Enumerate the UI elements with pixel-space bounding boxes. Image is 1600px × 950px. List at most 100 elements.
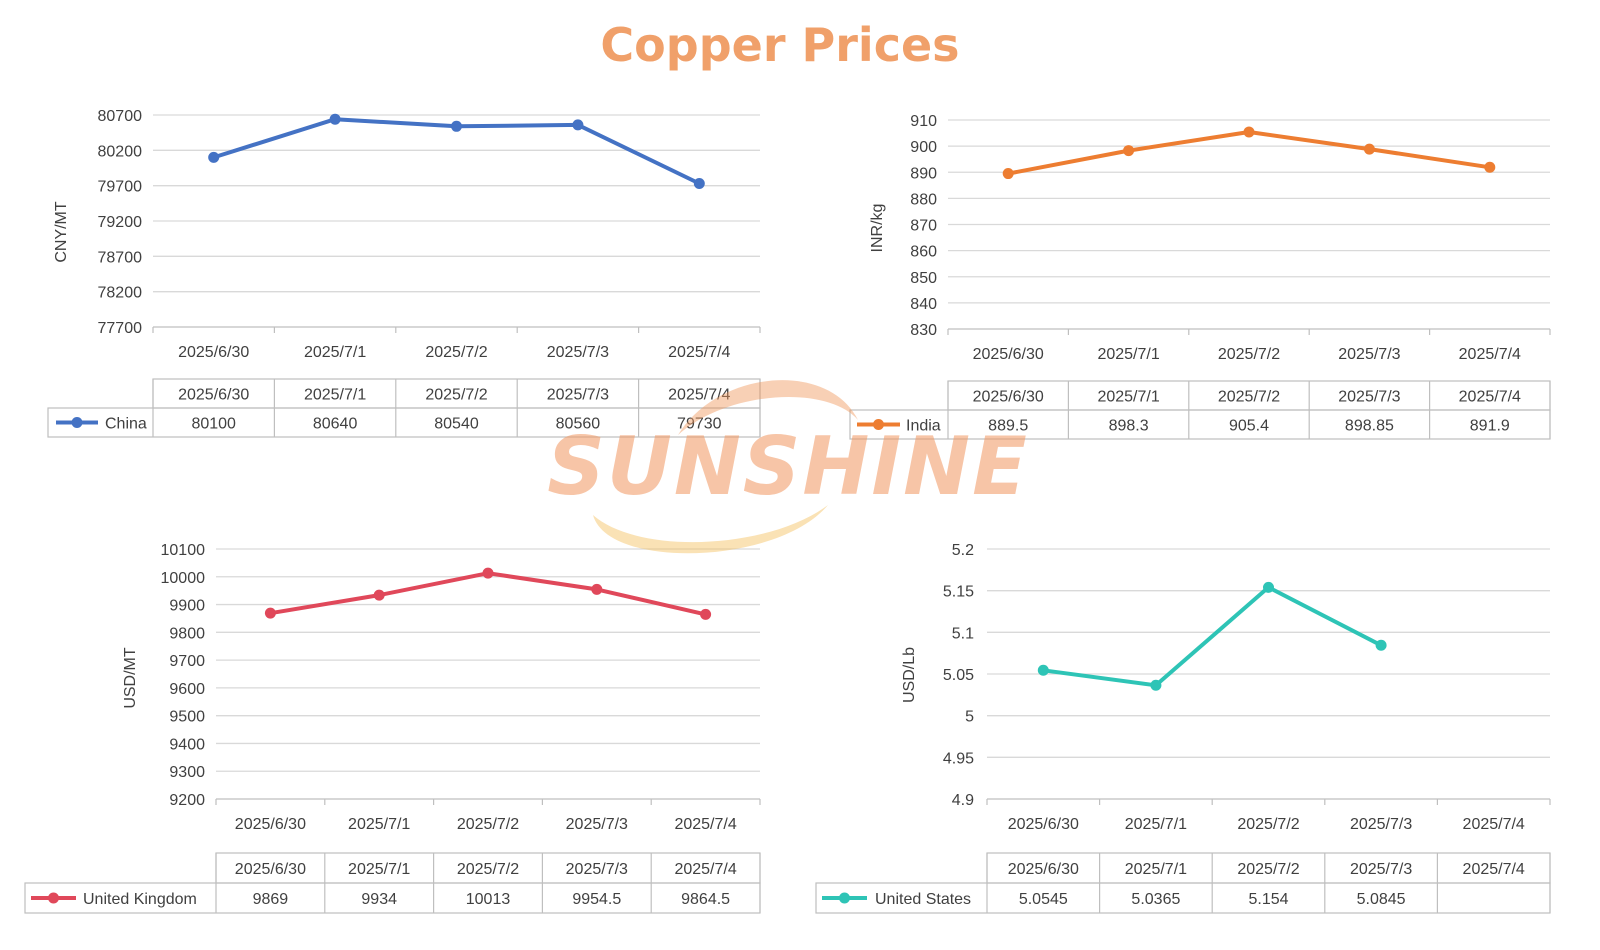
data-point: [1123, 145, 1135, 157]
y-axis-label: CNY/MT: [53, 201, 70, 263]
y-tick-label: 890: [910, 165, 937, 182]
data-table-value-cell: 9864.5: [681, 891, 730, 908]
data-table-header-cell: 2025/7/1: [304, 387, 366, 404]
data-table-header-cell: 2025/6/30: [178, 387, 249, 404]
data-table-value-cell: 5.154: [1248, 891, 1288, 908]
x-tick-label: 2025/7/3: [566, 816, 628, 833]
x-tick-label: 2025/6/30: [235, 816, 306, 833]
data-point: [482, 567, 494, 579]
data-point: [264, 607, 276, 619]
data-table-value-cell: 9934: [361, 891, 397, 908]
data-table-value-cell: 80640: [313, 416, 358, 433]
data-table-header-cell: 2025/6/30: [235, 861, 306, 878]
x-tick-label: 2025/6/30: [1008, 816, 1079, 833]
data-table-header-cell: 2025/7/2: [1237, 861, 1299, 878]
data-point: [1363, 143, 1375, 155]
data-table-header-cell: 2025/7/2: [425, 387, 487, 404]
y-tick-label: 860: [910, 244, 937, 261]
data-table-value-cell: 80560: [556, 416, 601, 433]
legend-series-name: United States: [875, 891, 971, 908]
y-tick-label: 850: [910, 270, 937, 287]
data-table-value-cell: 5.0545: [1019, 891, 1068, 908]
data-table-header-cell: 2025/7/1: [1097, 389, 1159, 406]
data-table-value-cell: 80540: [434, 416, 479, 433]
series-line-united-states: [1043, 585, 1383, 688]
y-tick-label: 79200: [98, 214, 143, 231]
y-tick-label: 9500: [169, 709, 205, 726]
y-tick-label: 5: [965, 709, 974, 726]
y-tick-label: 9900: [169, 598, 205, 615]
y-tick-label: 9400: [169, 736, 205, 753]
data-point: [700, 608, 712, 620]
y-tick-label: 79700: [98, 179, 143, 196]
data-table-header-cell: 2025/7/4: [668, 387, 730, 404]
data-table-value-cell: 5.0365: [1131, 891, 1180, 908]
x-tick-label: 2025/7/3: [547, 344, 609, 361]
y-tick-label: 9700: [169, 653, 205, 670]
legend-series-name: United Kingdom: [83, 891, 197, 908]
y-tick-label: 9600: [169, 681, 205, 698]
x-tick-label: 2025/7/4: [668, 344, 730, 361]
legend-marker-icon: [839, 892, 850, 904]
data-table-value-row: [849, 409, 1551, 440]
data-point: [572, 119, 584, 131]
y-tick-label: 9800: [169, 625, 205, 642]
y-tick-label: 870: [910, 218, 937, 235]
data-table-header-cell: 2025/7/4: [674, 861, 736, 878]
data-table-header-cell: 2025/7/1: [1125, 861, 1187, 878]
data-point: [1037, 664, 1049, 676]
data-table-header-cell: 2025/7/3: [1338, 389, 1400, 406]
y-axis-label: INR/kg: [869, 204, 886, 253]
y-tick-label: 80200: [98, 143, 143, 160]
x-tick-label: 2025/7/4: [674, 816, 736, 833]
legend-marker-icon: [873, 419, 884, 430]
data-table-value-cell: 9954.5: [572, 891, 621, 908]
data-table-header-cell: 2025/7/1: [348, 861, 410, 878]
y-tick-label: 80700: [98, 108, 143, 125]
y-tick-label: 5.2: [952, 542, 974, 559]
x-tick-label: 2025/7/3: [1350, 816, 1412, 833]
y-tick-label: 5.1: [952, 625, 974, 642]
y-axis-label: USD/MT: [122, 647, 139, 709]
y-tick-label: 910: [910, 113, 937, 130]
data-point: [329, 113, 341, 125]
data-table-header-cell: 2025/7/2: [1218, 389, 1280, 406]
legend-marker-icon: [48, 892, 59, 904]
data-table-header-cell: 2025/6/30: [1008, 861, 1079, 878]
data-table-value-cell: 898.85: [1345, 418, 1394, 435]
y-tick-label: 4.9: [952, 792, 974, 809]
y-tick-label: 4.95: [943, 750, 974, 767]
data-table-header-cell: 2025/7/3: [1350, 861, 1412, 878]
y-tick-label: 10000: [161, 570, 206, 587]
x-tick-label: 2025/7/1: [1097, 346, 1159, 363]
x-tick-label: 2025/7/3: [1338, 346, 1400, 363]
data-table-value-cell: 79730: [677, 416, 722, 433]
data-table-header-cell: 2025/7/2: [457, 861, 519, 878]
y-tick-label: 77700: [98, 320, 143, 337]
x-tick-label: 2025/7/2: [457, 816, 519, 833]
y-tick-label: 840: [910, 296, 937, 313]
series-line-india: [1007, 130, 1491, 176]
series-line-united-kingdom: [270, 571, 707, 617]
data-table-header-cell: 2025/6/30: [973, 389, 1044, 406]
data-point: [373, 589, 385, 601]
data-table-value-cell: 891.9: [1470, 418, 1510, 435]
data-point: [1375, 639, 1387, 651]
chart-0: 80700 80200 79700 79200 78700 78200 77700 2025/…: [47, 108, 761, 438]
data-point: [451, 120, 462, 132]
x-tick-label: 2025/7/4: [1463, 816, 1525, 833]
legend-series-name: China: [105, 416, 147, 433]
data-table-value-cell: 9869: [253, 891, 289, 908]
y-tick-label: 830: [910, 322, 937, 339]
y-tick-label: 900: [910, 139, 937, 156]
data-table-value-cell: 905.4: [1229, 418, 1269, 435]
data-point: [693, 178, 705, 190]
data-point: [1243, 126, 1255, 138]
x-tick-label: 2025/7/2: [425, 344, 487, 361]
data-point: [1150, 679, 1162, 691]
x-tick-label: 2025/6/30: [178, 344, 249, 361]
data-point: [1263, 581, 1274, 593]
x-tick-label: 2025/7/2: [1237, 816, 1299, 833]
x-tick-label: 2025/7/2: [1218, 346, 1280, 363]
